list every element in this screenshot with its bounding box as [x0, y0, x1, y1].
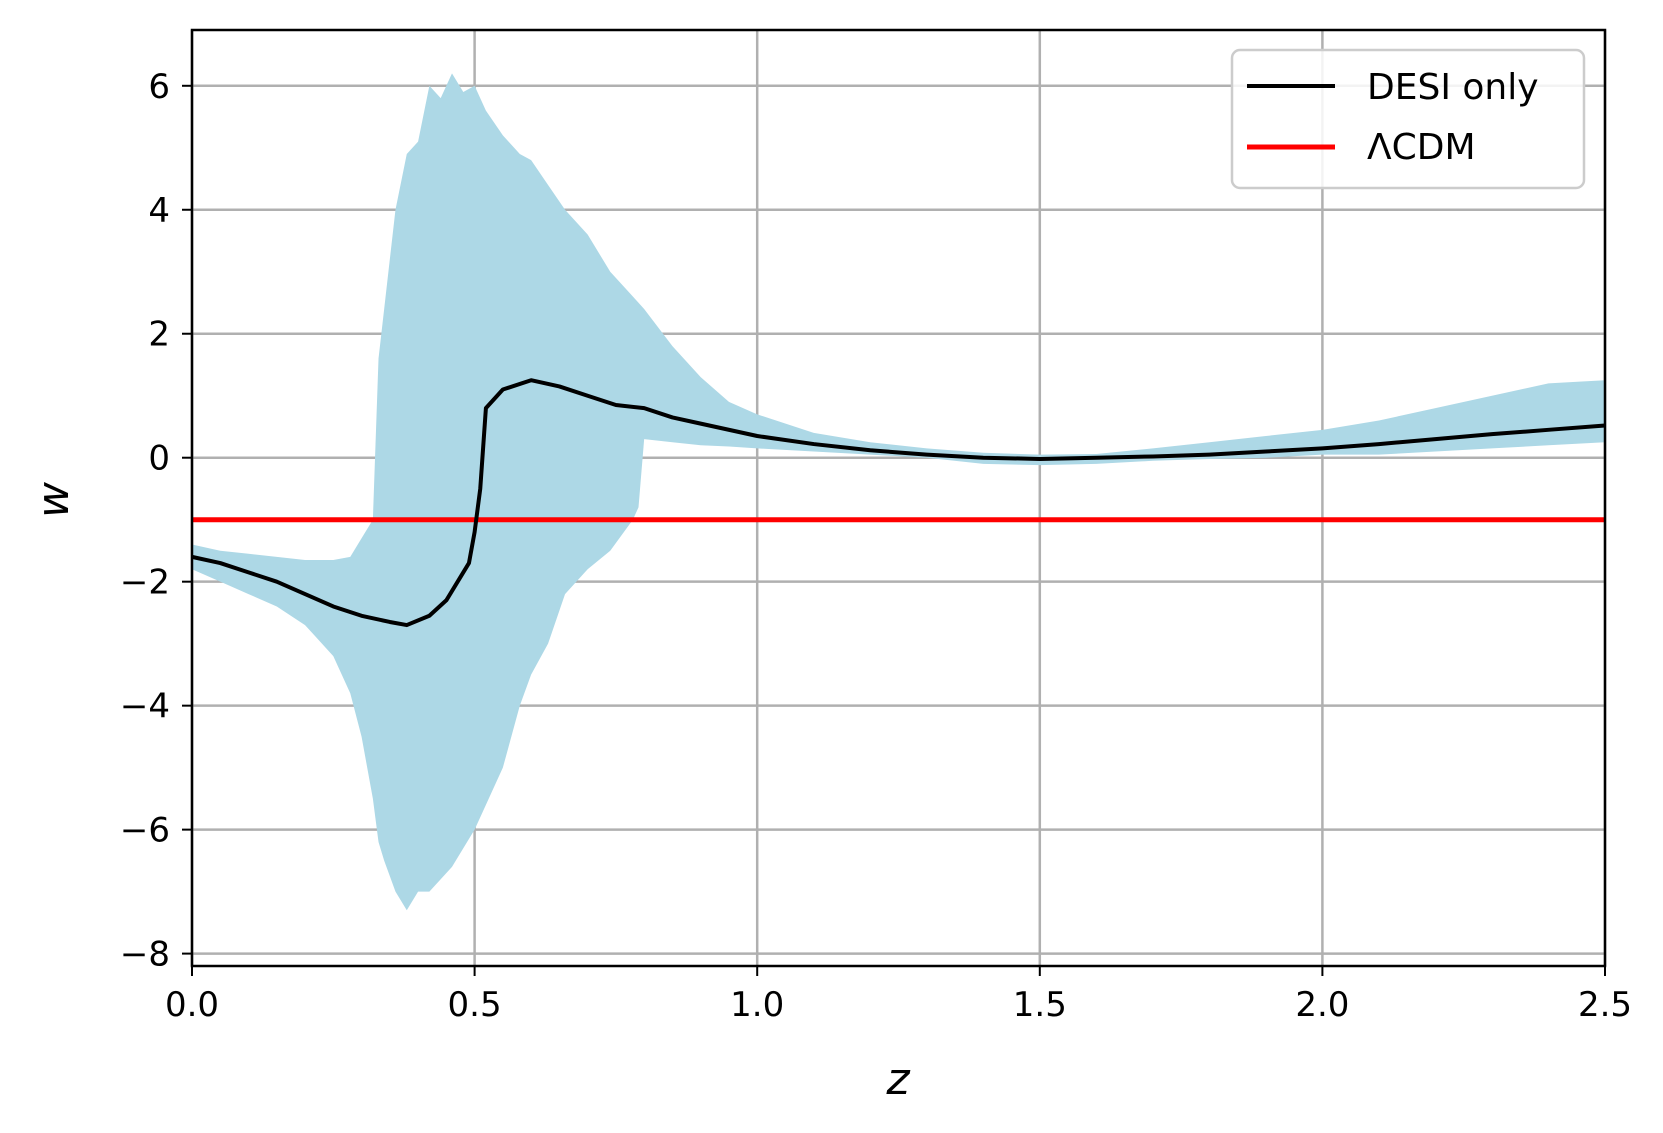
y-tick-label: 6	[148, 67, 170, 107]
legend-lcdm-label: ΛCDM	[1367, 127, 1476, 168]
x-axis-ticks: 0.0 0.5 1.0 1.5 2.0 2.5	[165, 966, 1632, 1025]
x-tick-label: 2.5	[1578, 985, 1632, 1025]
y-tick-label: −8	[120, 935, 170, 975]
x-tick-label: 1.0	[730, 985, 784, 1025]
x-tick-label: 0.5	[448, 985, 502, 1025]
uncertainty-band	[192, 73, 1605, 911]
y-tick-label: −6	[120, 811, 170, 851]
y-tick-label: 0	[148, 439, 170, 479]
y-axis-label: w	[28, 481, 79, 518]
x-tick-label: 2.0	[1295, 985, 1349, 1025]
y-tick-label: 4	[148, 191, 170, 231]
y-tick-label: −2	[120, 563, 170, 603]
y-tick-label: 2	[148, 315, 170, 355]
legend: DESI only ΛCDM	[1230, 48, 1586, 190]
x-tick-label: 1.5	[1013, 985, 1067, 1025]
plot-frame	[190, 28, 1607, 968]
legend-desi-label: DESI only	[1367, 67, 1539, 108]
series-desi-line	[191, 378, 1606, 628]
x-axis-label: z	[885, 1054, 910, 1105]
y-tick-label: −4	[120, 687, 170, 727]
x-tick-label: 0.0	[165, 985, 219, 1025]
y-axis-ticks: 6 4 2 0 −2 −4 −6 −8	[120, 67, 192, 975]
